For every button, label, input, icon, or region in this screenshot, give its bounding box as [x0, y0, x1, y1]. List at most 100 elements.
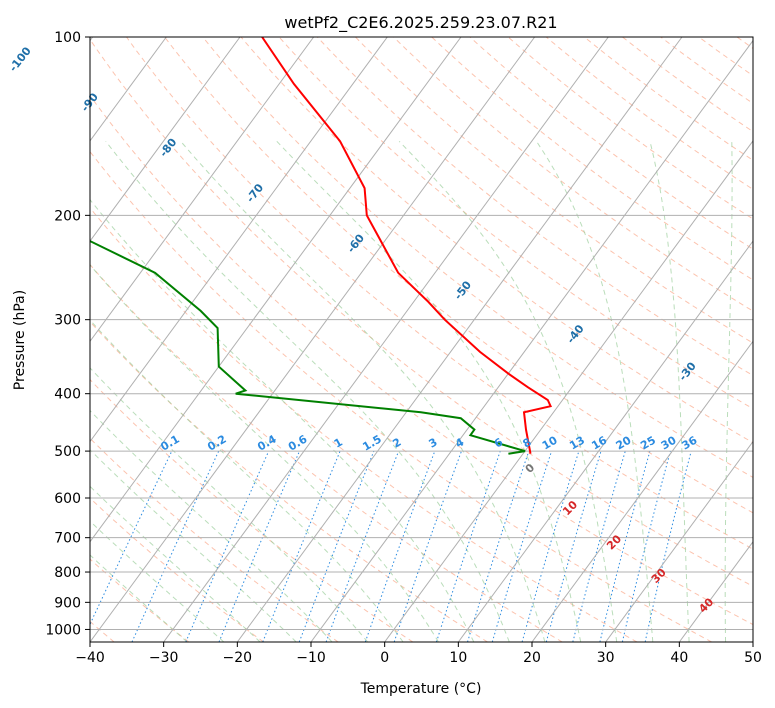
dry-adiabat-line — [660, 37, 753, 105]
y-tick-label: 1000 — [45, 622, 81, 638]
x-tick-label: 50 — [744, 650, 762, 666]
dry-adiabat-line — [90, 437, 339, 642]
dry-adiabat-line — [355, 37, 753, 344]
moist-adiabat-line — [649, 141, 690, 642]
x-tick-label: 10 — [449, 650, 467, 666]
y-tick-label: 100 — [54, 30, 81, 46]
isotherm-line — [90, 37, 167, 142]
mixing-ratio-label: 6 — [492, 435, 505, 450]
mixing-ratio-label: 1 — [332, 436, 345, 451]
axes: −40 −30 −20 −10 0 10 20 30 40 5010020030040050060… — [45, 30, 762, 666]
moist-adiabat-line — [105, 140, 510, 642]
dry-adiabat-label: -40 — [564, 322, 587, 346]
line-labels: -100-90-80-70-60-50-40-30-20-100.10.20.4… — [7, 44, 717, 615]
dry-adiabat-label: -30 — [676, 359, 699, 383]
x-tick-label: −10 — [296, 650, 326, 666]
x-tick-label: 30 — [597, 650, 615, 666]
moist-adiabat-label: 20 — [604, 532, 624, 552]
x-tick-label: 40 — [670, 650, 688, 666]
moist-adiabat-line — [398, 140, 618, 642]
y-tick-label: 500 — [54, 444, 81, 460]
dry-adiabat-label: -70 — [244, 181, 267, 205]
dry-adiabat-label: -80 — [157, 136, 180, 160]
isotherm-line — [310, 39, 753, 642]
dry-adiabat-line — [622, 37, 753, 133]
mixing-ratio-line — [298, 450, 375, 642]
mixing-ratio-line — [545, 450, 602, 642]
dry-adiabat-line — [240, 37, 753, 444]
mixing-ratio-label: 2 — [390, 436, 403, 451]
dry-adiabat-line — [90, 207, 638, 642]
dry-adiabat-line — [164, 37, 753, 514]
x-tick-label: −30 — [149, 650, 179, 666]
plot-frame — [89, 36, 754, 643]
moist-adiabat-line — [90, 409, 333, 642]
y-tick-label: 900 — [54, 595, 81, 611]
isotherm-line — [384, 140, 753, 642]
moist-adiabat-line — [90, 485, 261, 642]
moist-adiabat-line — [724, 141, 733, 642]
mixing-ratio-line — [325, 450, 400, 642]
dry-adiabat-line — [90, 497, 264, 642]
mixing-ratio-label: 20 — [614, 433, 634, 452]
dry-adiabat-line — [90, 150, 712, 642]
dry-adiabat-line — [545, 37, 753, 190]
isotherm-line — [531, 340, 753, 642]
mixing-ratio-label: 1.5 — [360, 433, 383, 454]
temperature-profile-line — [261, 37, 553, 454]
y-tick-label: 400 — [54, 387, 81, 403]
mixing-ratio-line — [435, 450, 501, 642]
dry-adiabat-label: -50 — [452, 278, 475, 302]
mixing-ratio-line — [491, 450, 553, 642]
mixing-ratio-line — [131, 450, 220, 642]
mixing-ratio-line — [521, 450, 580, 642]
x-axis-label: Temperature (°C) — [360, 681, 482, 697]
isotherm-line — [90, 37, 315, 343]
moist-adiabat-line — [536, 141, 654, 642]
moist-adiabat-line — [90, 198, 475, 642]
dry-adiabat-line — [698, 37, 753, 77]
moist-adiabat-line — [90, 449, 297, 642]
isotherm-line — [605, 440, 753, 642]
mixing-ratio-line — [467, 450, 530, 642]
isotherm-line — [752, 641, 753, 642]
dry-adiabat-label: -100 — [7, 44, 34, 74]
isotherm-line — [90, 37, 536, 642]
y-tick-label: 300 — [54, 313, 81, 329]
mixing-ratio-label: 16 — [589, 433, 609, 452]
dewpoint-profile-line — [90, 239, 526, 455]
isotherm-line — [90, 37, 241, 242]
y-tick-label: 800 — [54, 565, 81, 581]
mixing-ratio-line — [262, 450, 341, 642]
dry-adiabat-line — [278, 37, 753, 410]
mixing-ratio-line — [621, 450, 671, 642]
dry-adiabat-line — [393, 37, 753, 312]
mixing-ratio-line — [218, 450, 300, 642]
dry-adiabat-line — [90, 263, 563, 642]
moist-adiabat-label: 0 — [523, 461, 538, 476]
grid-lines — [90, 37, 753, 642]
mixing-ratio-label: 13 — [567, 434, 587, 453]
isotherm-line — [236, 37, 683, 642]
moist-adiabat-line — [90, 554, 188, 642]
y-tick-label: 200 — [54, 208, 81, 224]
mixing-ratio-line — [644, 450, 692, 642]
x-tick-label: −20 — [223, 650, 253, 666]
mixing-ratio-line — [90, 450, 173, 626]
isotherm-line — [457, 240, 753, 642]
dry-adiabat-line — [507, 37, 753, 220]
dry-adiabat-line — [90, 38, 753, 587]
mixing-ratio-label: 30 — [659, 433, 679, 452]
isotherm-line — [163, 37, 609, 642]
moist-adiabat-line — [90, 520, 225, 642]
dry-adiabat-line — [469, 37, 753, 250]
dry-adiabat-line — [90, 558, 190, 642]
mixing-ratio-line — [185, 450, 270, 642]
dry-adiabat-line — [316, 37, 753, 377]
dry-adiabat-line — [736, 37, 753, 50]
y-tick-label: 600 — [54, 491, 81, 507]
dry-adiabat-line — [90, 321, 488, 642]
dry-adiabat-line — [431, 37, 753, 281]
mixing-ratio-label: 4 — [453, 435, 466, 450]
